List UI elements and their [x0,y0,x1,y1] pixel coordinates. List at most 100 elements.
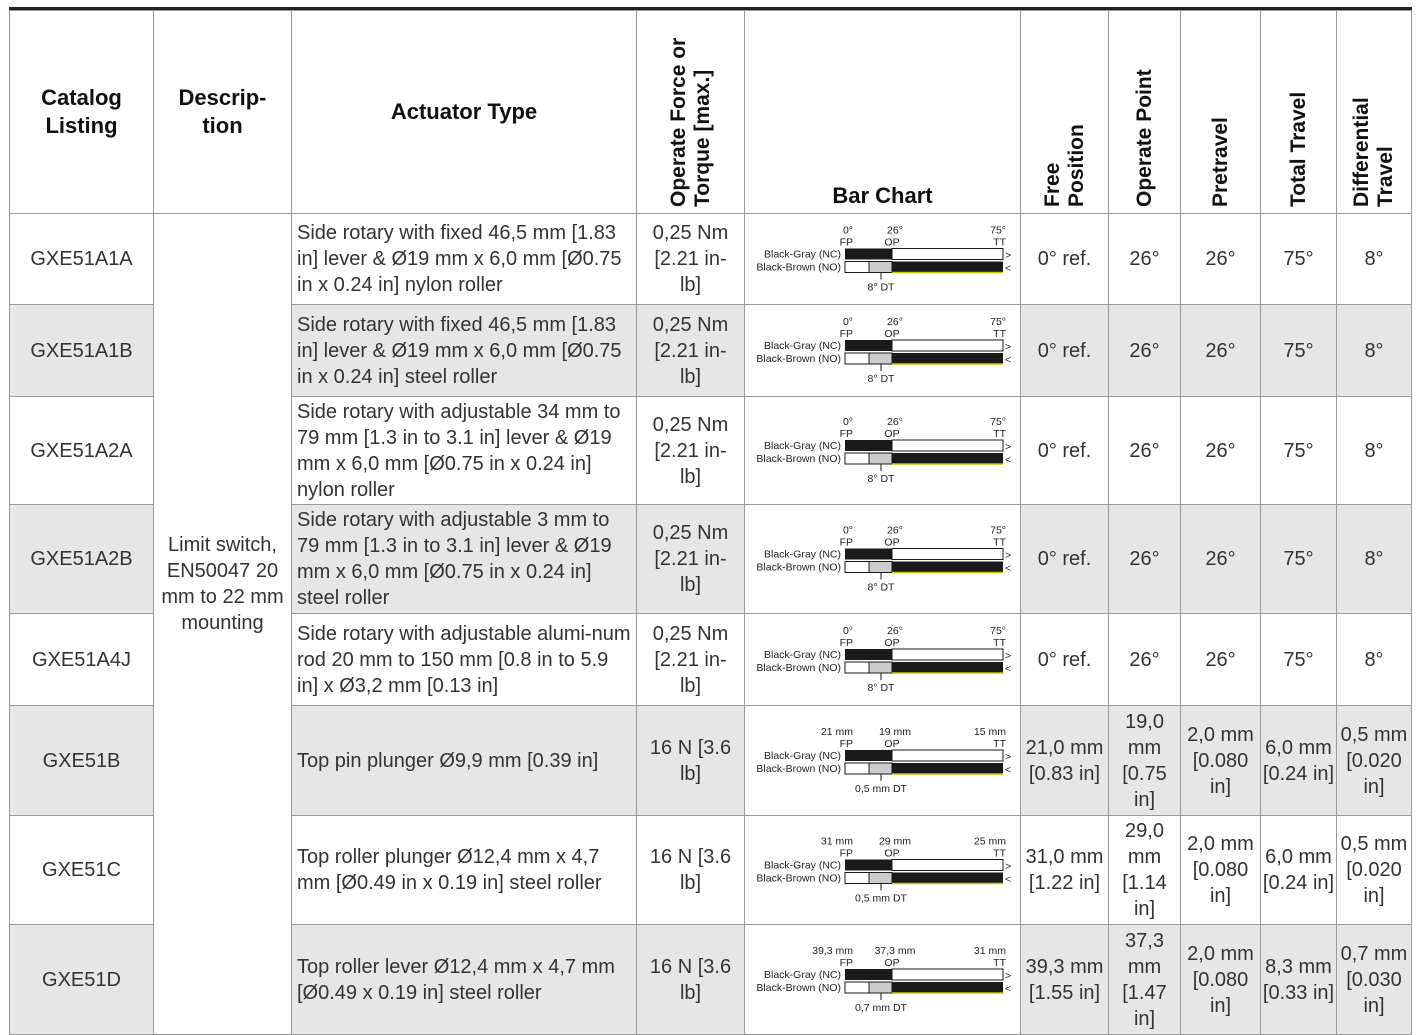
bar-chart-svg: 0° 26° 75° FP OP TT Black-Gray (NC)Black-Brown… [756,316,1011,385]
chart-dt-value: 8° DT [868,581,896,593]
no-open-segment [844,560,870,573]
chart-nc-label: Black-Gray (NC) [764,248,841,260]
catalog-listing-cell: GXE51A1A [9,213,154,305]
description-text: Limit switch, EN50047 20 mm to 22 mm mou… [161,534,284,634]
dt-segment [868,260,893,273]
no-closed-segment [892,872,1003,883]
differential-travel-cell: 0,5 mm [0.020 in] [1336,705,1412,816]
nc-closed-segment [845,749,892,761]
chart-nc-label: Black-Gray (NC) [764,340,841,352]
pretravel-cell: 26° [1180,396,1261,505]
chart-op-value: 19 mm [879,726,911,738]
free-position-cell: 0° ref. [1020,396,1109,505]
actuator-type-cell: Side rotary with adjustable 3 mm to 79 m… [291,504,637,614]
chart-op-label: OP [884,847,899,859]
header-free-position-line2: Position [1064,124,1088,207]
bar-chart-cell: 21 mm 19 mm 15 mm FP OP TT Black-Gray (NC) Blac… [744,705,1021,816]
differential-travel-cell: 8° [1336,504,1412,614]
differential-travel-cell: 8° [1336,613,1412,706]
total-travel-cell: 75° [1260,213,1337,305]
operate-force-cell: 16 N [3.6 lb] [636,924,745,1035]
chart-nc-label: Black-Gray (NC) [764,548,841,560]
catalog-listing-cell: GXE51C [9,815,154,925]
differential-travel-cell: 0,5 mm [0.020 in] [1336,815,1412,925]
chart-fp-value: 0° [843,625,853,637]
chart-tt-value: 75° [990,524,1006,536]
nc-closed-segment [845,648,892,660]
no-closed-segment [892,561,1003,572]
chart-tt-label: TT [993,236,1006,248]
chart-dt-value: 8° DT [868,281,896,293]
chart-fp-label: FP [840,957,853,969]
chart-dt-value: 0,5 mm DT [855,783,908,795]
chart-op-value: 29 mm [879,835,911,847]
header-operate-force-line1: Operate Force or [666,37,690,207]
nc-arrow: > [1005,650,1011,662]
free-position-cell: 21,0 mm [0.83 in] [1020,705,1109,816]
table-row: GXE51A1A Limit switch, EN50047 20 mm to 2… [9,213,1412,1035]
chart-op-label: OP [884,957,899,969]
chart-fp-label: FP [840,236,853,248]
header-operate-force: Operate Force or Torque [max.] [636,10,745,214]
header-pretravel: Pretravel [1180,10,1261,214]
actuator-type-cell: Side rotary with fixed 46,5 mm [1.83 in]… [291,304,637,397]
no-open-segment [844,762,870,774]
nc-closed-segment [845,248,892,259]
nc-closed-segment [845,859,892,870]
pretravel-cell: 26° [1180,613,1261,706]
no-open-segment [844,661,870,673]
free-position-cell: 0° ref. [1020,613,1109,706]
bar-chart-cell: 0° 26° 75° FP OP TT Black-Gray (NC) Black-Brown… [744,213,1021,305]
no-closed-segment [892,352,1003,364]
nc-open-segment [891,648,1004,660]
no-open-segment [844,981,870,993]
chart-fp-value: 0° [843,224,853,236]
chart-dt-value: 8° DT [868,682,896,694]
total-travel-cell: 75° [1260,396,1337,505]
total-travel-cell: 8,3 mm [0.33 in] [1260,924,1337,1035]
chart-op-label: OP [884,328,899,340]
bar-chart-svg: 21 mm 19 mm 15 mm FP OP TT Black-Gray (NC)Blac… [756,726,1011,795]
chart-op-value: 37,3 mm [875,945,916,957]
header-description: Descrip-tion [153,10,292,214]
operate-point-cell: 37,3 mm [1.47 in] [1108,924,1181,1035]
differential-travel-cell: 0,7 mm [0.030 in] [1336,924,1412,1035]
spec-table: Catalog Listing Descrip-tion Actuator Ty… [9,10,1412,1035]
free-position-cell: 0° ref. [1020,304,1109,397]
chart-dt-value: 8° DT [868,373,896,385]
actuator-type-cell: Side rotary with adjustable 34 mm to 79 … [291,396,637,505]
bar-chart-cell: 0° 26° 75° FP OP TT Black-Gray (NC) Black-Brown… [744,613,1021,706]
pretravel-cell: 26° [1180,504,1261,614]
nc-arrow: > [1005,441,1011,453]
catalog-listing-cell: GXE51A2B [9,504,154,614]
chart-tt-value: 75° [990,224,1006,236]
pretravel-cell: 2,0 mm [0.080 in] [1180,815,1261,925]
pretravel-cell: 2,0 mm [0.080 in] [1180,924,1261,1035]
chart-no-label: Black-Brown (NO) [756,662,841,674]
nc-open-segment [891,547,1004,560]
bar-chart-cell: 31 mm 29 mm 25 mm FP OP TT Black-Gray (NC) Blac… [744,815,1021,925]
chart-tt-value: 75° [990,316,1006,328]
no-arrow: < [1005,764,1011,776]
differential-travel-cell: 8° [1336,304,1412,397]
no-closed-segment [892,452,1003,464]
chart-tt-label: TT [993,536,1006,548]
chart-op-label: OP [884,236,899,248]
chart-fp-label: FP [840,738,853,750]
chart-op-label: OP [884,738,899,750]
table-row: GXE51A2A Side rotary with adjustable 34 m… [9,396,1412,505]
nc-open-segment [891,858,1004,871]
pretravel-cell: 26° [1180,304,1261,397]
free-position-cell: 0° ref. [1020,213,1109,305]
no-arrow: < [1005,663,1011,675]
bar-chart-cell: 0° 26° 75° FP OP TT Black-Gray (NC) Black-Brown… [744,504,1021,614]
chart-op-value: 26° [887,316,903,328]
table-top-rule [9,7,1412,10]
catalog-listing-cell: GXE51A4J [9,613,154,706]
chart-tt-value: 75° [990,625,1006,637]
operate-point-cell: 19,0 mm [0.75 in] [1108,705,1181,816]
chart-tt-value: 15 mm [974,726,1006,738]
nc-arrow: > [1005,860,1011,872]
chart-tt-value: 25 mm [974,835,1006,847]
no-arrow: < [1005,873,1011,885]
